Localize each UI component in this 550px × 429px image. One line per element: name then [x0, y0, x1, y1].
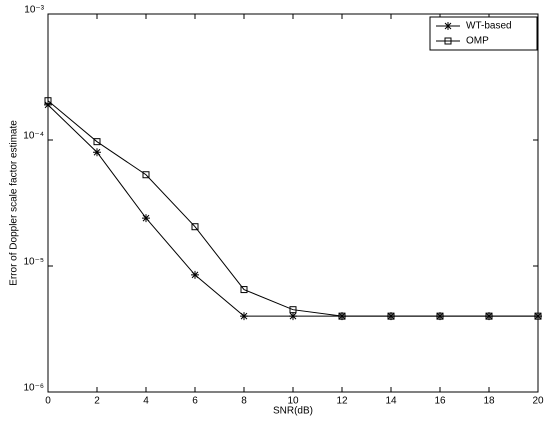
marker-square — [142, 171, 150, 179]
x-tick-label: 16 — [434, 396, 446, 407]
y-axis-label: Error of Doppler scale factor estimate — [9, 120, 20, 286]
x-tick-label: 10 — [287, 396, 299, 407]
marker-square — [534, 312, 542, 320]
marker-square — [240, 286, 248, 294]
marker-square — [93, 138, 101, 146]
marker-asterisk — [289, 312, 297, 321]
marker-square — [338, 312, 346, 320]
marker-asterisk — [191, 270, 199, 279]
marker-square — [44, 97, 52, 105]
marker-asterisk — [240, 312, 248, 321]
marker-square — [387, 312, 395, 320]
marker-square — [289, 306, 297, 314]
x-tick-label: 18 — [483, 396, 495, 407]
plot-frame — [47, 13, 539, 393]
legend-label: WT-based — [466, 21, 512, 32]
x-tick-label: 8 — [241, 396, 247, 407]
marker-square — [436, 312, 444, 320]
y-tick-label: 10⁻³ — [24, 5, 44, 16]
y-tick-label: 10⁻⁵ — [23, 257, 44, 268]
y-tick-label: 10⁻⁶ — [23, 383, 44, 394]
marker-square — [485, 312, 493, 320]
x-tick-label: 6 — [192, 396, 198, 407]
series-line — [47, 104, 538, 317]
x-tick-label: 0 — [45, 396, 51, 407]
marker-square — [191, 223, 199, 231]
y-tick-label: 10⁻⁴ — [23, 131, 44, 142]
x-tick-label: 12 — [336, 396, 348, 407]
x-tick-label: 14 — [385, 396, 397, 407]
marker-asterisk — [44, 100, 52, 109]
marker-asterisk — [444, 22, 452, 30]
marker-asterisk — [142, 214, 150, 223]
series-line — [47, 100, 538, 317]
marker-asterisk — [93, 148, 101, 157]
x-tick-label: 20 — [532, 396, 544, 407]
x-tick-label: 4 — [143, 396, 149, 407]
x-tick-label: 2 — [94, 396, 100, 407]
x-axis-label: SNR(dB) — [273, 406, 313, 417]
legend-label: OMP — [466, 36, 489, 47]
marker-square — [444, 37, 452, 45]
